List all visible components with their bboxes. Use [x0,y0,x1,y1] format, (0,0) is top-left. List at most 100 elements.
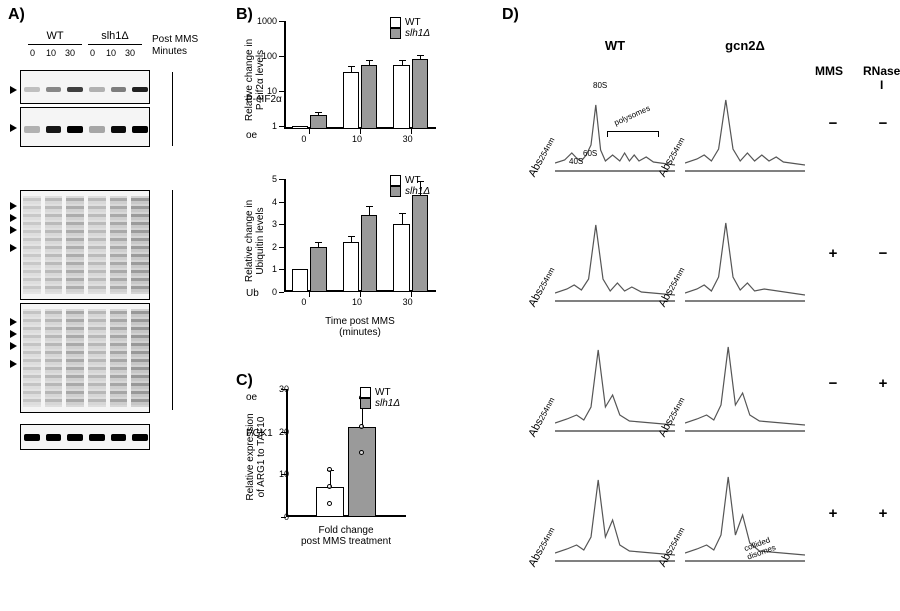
ytick [279,247,284,248]
errorbar [369,206,370,215]
polysome-profile [555,335,675,435]
ytick [279,292,284,293]
post-mms-label: Post MMS Minutes [152,34,198,58]
band [46,434,62,441]
legend: WTslh1Δ [390,17,430,39]
minutes-text: Minutes [152,46,187,57]
xtick [309,292,310,297]
post-mms-text: Post MMS [152,34,198,45]
errorbar [351,236,352,243]
ub-smear [66,309,84,407]
strain-wt-underline [28,44,82,45]
tp-10-a: 10 [46,48,56,58]
data-point [359,450,364,455]
col-header: gcn2Δ [685,38,805,53]
polysome-profile [555,205,675,305]
col-header: WT [555,38,675,53]
panel-d-label: D) [502,6,519,24]
bar-wt [292,126,308,129]
panel-a: WT slh1Δ 0 10 30 0 10 30 Post MMS Minute… [10,30,220,453]
xtick-label: 0 [301,134,306,144]
bar-wt [393,224,409,292]
tp-30-b: 30 [125,48,135,58]
ytick-label: 2 [272,242,277,252]
bar-wt [393,65,409,129]
chart-ub-levels: 012345Relative change inUbiquitin levels… [240,173,440,333]
xtick-label: 10 [352,134,362,144]
abs-label: Abs254nm [526,395,557,439]
bar-wt [343,72,359,129]
ub-smear [45,196,63,294]
arrow-ub-1 [10,202,17,210]
strain-wt: WT [30,30,80,42]
mms-cell: − [820,115,846,132]
legend: WTslh1Δ [360,387,400,409]
bar-wt [343,242,359,292]
x-axis-label: Fold changepost MMS treatment [276,525,416,547]
xtick-label: 30 [403,297,413,307]
abs-label: Abs254nm [526,525,557,569]
band [89,434,105,441]
ytick [279,91,284,92]
errorbar-cap [348,66,355,67]
legend: WTslh1Δ [390,175,430,197]
errorbar-cap [399,60,406,61]
ytick-label: 20 [279,427,289,437]
ub-smear [45,309,63,407]
arrow-ub-7 [10,342,17,350]
panel-a-label: A) [8,6,25,24]
xtick-label: 0 [301,297,306,307]
ub-smear [66,196,84,294]
polysome-profile [685,205,805,305]
blot-ub [20,190,150,300]
bar-slh1d [348,427,376,517]
band [24,434,40,441]
tp-30-a: 30 [65,48,75,58]
ytick [279,202,284,203]
arrow-ub-5 [10,318,17,326]
arrow-ub-8 [10,360,17,368]
y-axis-label: Relative expressionof ARG1 to TAF10 [245,397,267,517]
ytick [279,179,284,180]
band [111,87,127,92]
x-axis-label: Time post MMS(minutes) [284,316,436,338]
vbar-ub [172,190,173,410]
errorbar-cap [417,55,424,56]
ytick-label: 0 [272,287,277,297]
label-80s: 80S [593,81,607,90]
polysome-profile [555,465,675,565]
label-40s: 40S [569,157,583,166]
ytick [279,269,284,270]
errorbar-cap [315,242,322,243]
blot-peif2a [20,70,150,104]
ub-smear [88,309,106,407]
ytick [279,56,284,57]
band [132,87,148,92]
tp-0-a: 0 [30,48,35,58]
ub-smear [131,309,149,407]
band [132,434,148,441]
arrow-ub-4 [10,244,17,252]
blot-pgk1 [20,424,150,450]
blot-peif2a-oe [20,107,150,147]
ytick-label: 10 [267,86,277,96]
tp-10-b: 10 [106,48,116,58]
rnase-cell: − [870,245,896,262]
y-axis-label: Relative change inP-eif2α levels [244,25,266,135]
arrow-peif2a-1 [10,86,17,94]
band [111,434,127,441]
rnase-cell: + [870,505,896,522]
mms-cell: − [820,375,846,392]
arrow-peif2a-2 [10,124,17,132]
bar-slh1d [412,59,428,129]
ytick [279,21,284,22]
xtick-label: 10 [352,297,362,307]
rnase-cell: − [870,115,896,132]
polysome-bracket [607,131,659,137]
vbar-peif2a [172,72,173,146]
ytick-label: 10 [279,469,289,479]
y-axis-label: Relative change inUbiquitin levels [244,186,266,296]
band [132,126,148,133]
band [24,87,40,92]
ytick [279,224,284,225]
